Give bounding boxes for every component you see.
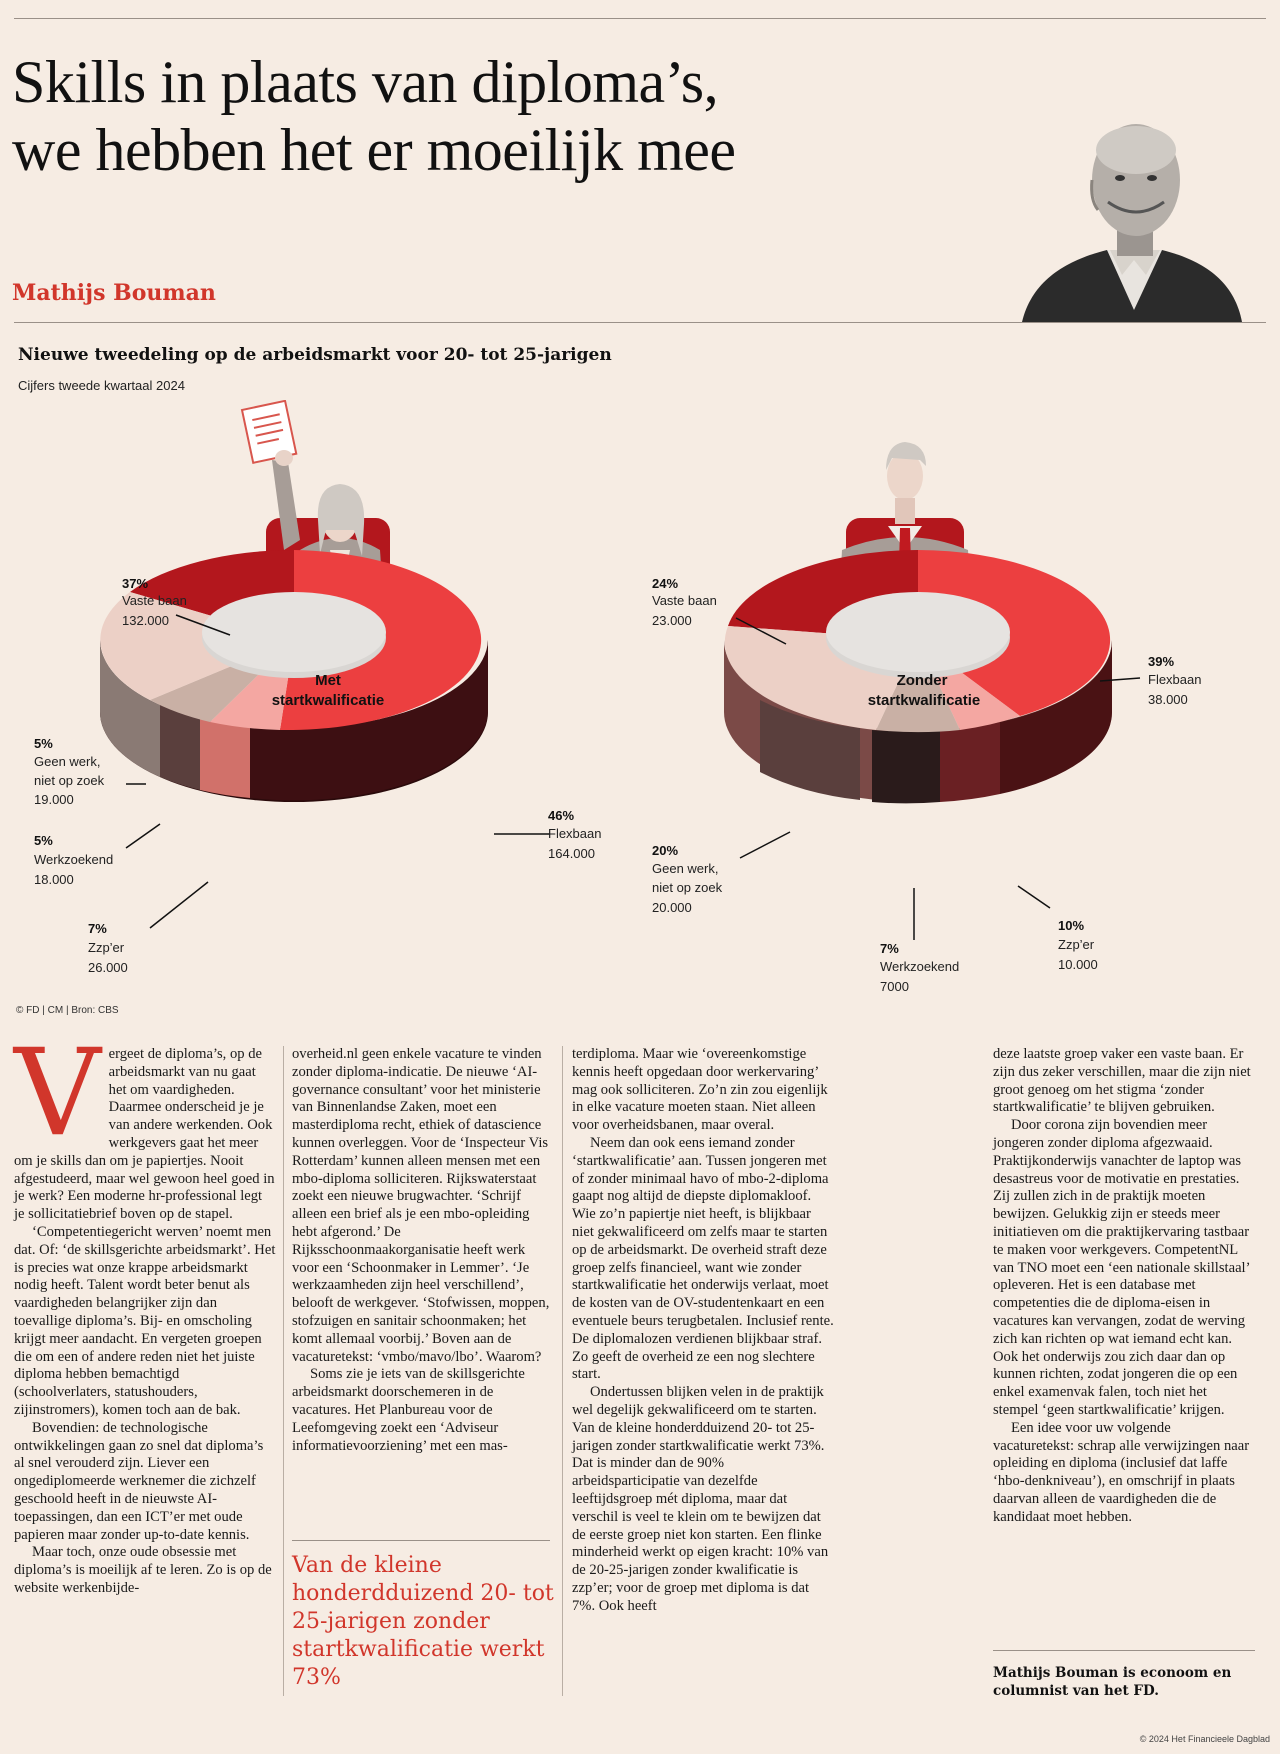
right-flex-pct: 39% bbox=[1148, 654, 1174, 669]
article-paragraph: ‘Competentiegericht werven’ noemt men da… bbox=[14, 1223, 276, 1418]
right-geen-pct: 20% bbox=[652, 843, 678, 858]
slice-geen bbox=[100, 592, 294, 700]
donut-right: Zonder startkwalificatie bbox=[724, 550, 1113, 804]
left-vaste-count: 132.000 bbox=[122, 613, 169, 628]
article-paragraph: terdiploma. Maar wie ‘overeenkomstige ke… bbox=[572, 1046, 828, 1134]
left-flex-count: 164.000 bbox=[548, 846, 595, 861]
left-vaste-pct: 37% bbox=[122, 576, 148, 591]
right-zzp-name: Zzp’er bbox=[1058, 937, 1095, 952]
column-divider bbox=[562, 1046, 563, 1696]
headline-line-2: we hebben het er moeilijk mee bbox=[12, 117, 736, 183]
right-vaste-pct: 24% bbox=[652, 576, 678, 591]
infographic: Met startkwalificatie 37% Vaste baan 132… bbox=[34, 400, 1201, 994]
left-flex-name: Flexbaan bbox=[548, 826, 601, 841]
left-geen-count: 19.000 bbox=[34, 792, 74, 807]
author-name: Mathijs Bouman bbox=[12, 280, 216, 306]
author-bio: Mathijs Bouman is econoom en columnist v… bbox=[993, 1665, 1232, 1699]
article-paragraph: overheid.nl geen enkele vacature te vind… bbox=[292, 1046, 550, 1365]
right-geen-name2: niet op zoek bbox=[652, 880, 723, 895]
left-geen-name1: Geen werk, bbox=[34, 754, 100, 769]
left-flex-pct: 46% bbox=[548, 808, 574, 823]
bio-rule bbox=[993, 1650, 1255, 1651]
left-werk-name: Werkzoekend bbox=[34, 852, 113, 867]
chart-credit: © FD | CM | Bron: CBS bbox=[16, 1005, 119, 1016]
article-column-2: overheid.nl geen enkele vacature te vind… bbox=[292, 1046, 554, 1455]
donut-left: Met startkwalificatie bbox=[100, 550, 488, 802]
article-paragraph: ergeet de diploma’s, op de arbeidsmarkt … bbox=[14, 1046, 275, 1223]
left-werk-count: 18.000 bbox=[34, 872, 74, 887]
left-zzp-pct: 7% bbox=[88, 921, 107, 936]
slice-werk-r bbox=[876, 640, 960, 733]
headline: Skills in plaats van diploma’s, we hebbe… bbox=[12, 48, 1012, 184]
right-center-line1: Zonder bbox=[897, 672, 948, 689]
drop-cap: V bbox=[14, 1024, 101, 1163]
right-werk-name: Werkzoekend bbox=[880, 959, 959, 974]
column-divider bbox=[283, 1046, 284, 1696]
left-geen-pct: 5% bbox=[34, 736, 53, 751]
headline-line-1: Skills in plaats van diploma’s, bbox=[12, 49, 719, 115]
author-portrait bbox=[1022, 124, 1242, 322]
pull-quote-rule bbox=[292, 1540, 550, 1541]
left-labels: 37% Vaste baan 132.000 46% Flexbaan 164.… bbox=[34, 576, 601, 975]
section-rule bbox=[14, 322, 1266, 323]
right-vaste-name: Vaste baan bbox=[652, 593, 717, 608]
chart-subtitle: Cijfers tweede kwartaal 2024 bbox=[18, 378, 185, 393]
article-paragraph: Bovendien: de technologische ontwikkelin… bbox=[14, 1419, 264, 1543]
top-rule bbox=[14, 18, 1266, 19]
right-geen-count: 20.000 bbox=[652, 900, 692, 915]
left-vaste-name: Vaste baan bbox=[122, 593, 187, 608]
article-paragraph: Maar toch, onze oude obsessie met diplom… bbox=[14, 1544, 272, 1596]
right-labels: 24% Vaste baan 23.000 39% Flexbaan 38.00… bbox=[652, 576, 1201, 994]
right-werk-pct: 7% bbox=[880, 941, 899, 956]
right-flex-name: Flexbaan bbox=[1148, 672, 1201, 687]
left-zzp-name: Zzp’er bbox=[88, 940, 125, 955]
right-center-line2: startkwalificatie bbox=[868, 692, 981, 709]
left-center-line1: Met bbox=[315, 672, 341, 689]
right-vaste-count: 23.000 bbox=[652, 613, 692, 628]
right-flex-count: 38.000 bbox=[1148, 692, 1188, 707]
left-werk-pct: 5% bbox=[34, 833, 53, 848]
copyright-footer: © 2024 Het Financieele Dagblad bbox=[1139, 1734, 1270, 1744]
left-geen-name2: niet op zoek bbox=[34, 773, 105, 788]
article-column-4: deze laatste groep vaker een vaste baan.… bbox=[993, 1046, 1255, 1527]
left-zzp-count: 26.000 bbox=[88, 960, 128, 975]
article-paragraph: Een idee voor uw volgende vacaturetekst:… bbox=[993, 1419, 1250, 1525]
right-zzp-pct: 10% bbox=[1058, 918, 1084, 933]
chart-title: Nieuwe tweedeling op de arbeidsmarkt voo… bbox=[18, 345, 612, 365]
right-zzp-count: 10.000 bbox=[1058, 957, 1098, 972]
article-paragraph: deze laatste groep vaker een vaste baan.… bbox=[993, 1046, 1251, 1116]
right-geen-name1: Geen werk, bbox=[652, 861, 718, 876]
left-center-line2: startkwalificatie bbox=[272, 692, 385, 709]
pull-quote: Van de kleine honderdduizend 20- tot 25-… bbox=[292, 1553, 554, 1690]
right-werk-count: 7000 bbox=[880, 979, 909, 994]
article-column-3: terdiploma. Maar wie ‘overeenkomstige ke… bbox=[572, 1046, 834, 1616]
article-paragraph: Door corona zijn bovendien meer jongeren… bbox=[993, 1117, 1250, 1418]
article-paragraph: Ondertussen blijken velen in de praktijk… bbox=[572, 1384, 829, 1614]
slice-flex-r bbox=[918, 550, 1111, 716]
article-column-1: V ergeet de diploma’s, op de arbeidsmark… bbox=[14, 1024, 276, 1598]
article-paragraph: Neem dan ook eens iemand zonder ‘startkw… bbox=[572, 1134, 834, 1383]
article-paragraph: Soms zie je iets van de skillsgerichte a… bbox=[292, 1366, 525, 1454]
